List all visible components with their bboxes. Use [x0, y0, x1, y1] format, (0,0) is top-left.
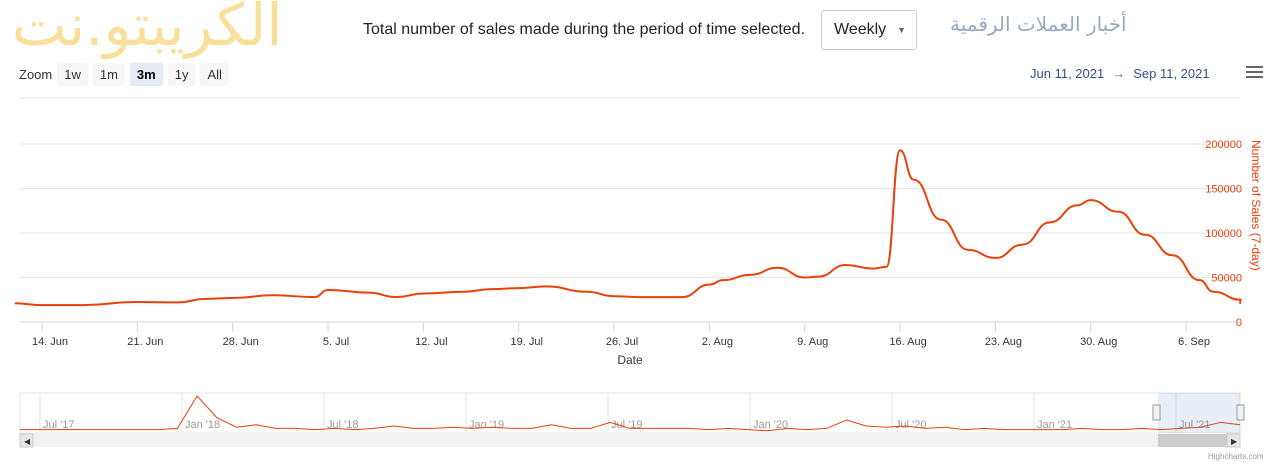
x-tick-label: 19. Jul: [510, 336, 542, 348]
highcharts-credit[interactable]: Highcharts.com: [1208, 452, 1264, 461]
x-tick-label: 30. Aug: [1080, 336, 1117, 348]
right-arrow-icon: ▶: [1231, 437, 1238, 446]
zoom-3m-button[interactable]: 3m: [129, 63, 163, 86]
y-axis-title: Number of Sales (7-day): [1249, 140, 1263, 271]
y-tick-label: 50000: [1211, 273, 1242, 285]
x-tick-label: 6. Sep: [1178, 336, 1210, 348]
scrollbar-thumb[interactable]: [1158, 434, 1228, 447]
period-select[interactable]: Weekly ▼: [821, 10, 918, 50]
x-axis-title: Date: [617, 353, 643, 367]
watermark-logo: الكريبتو.نت: [12, 0, 283, 59]
navigator-x-label: Jul '17: [43, 419, 74, 431]
navigator-handle-left[interactable]: [1152, 404, 1161, 421]
x-tick-label: 14. Jun: [32, 336, 68, 348]
navigator-x-label: Jan '21: [1037, 419, 1072, 431]
x-tick-label: 2. Aug: [702, 336, 733, 348]
watermark-tagline: أخبار العملات الرقمية: [950, 12, 1127, 36]
x-tick-label: 28. Jun: [223, 336, 259, 348]
hamburger-menu-icon[interactable]: [1246, 66, 1263, 81]
navigator-x-label: Jan '20: [753, 419, 788, 431]
x-tick-label: 26. Jul: [606, 336, 638, 348]
navigator-x-label: Jan '18: [185, 419, 220, 431]
chart-description: Total number of sales made during the pe…: [362, 21, 806, 38]
navigator[interactable]: Jul '17 Jan '18 Jul '18 Jan '19 Jul '19 Jan '…: [19, 392, 1245, 448]
y-tick-label: 200000: [1205, 139, 1242, 151]
navigator-x-label: Jul '20: [895, 419, 926, 431]
navigator-x-label: Jul '21: [1179, 419, 1210, 431]
x-tick-label: 21. Jun: [127, 336, 163, 348]
sales-line: [14, 149, 1242, 307]
range-from[interactable]: Jun 11, 2021: [1030, 66, 1105, 81]
navigator-line: [20, 395, 1241, 432]
x-tick-label: 5. Jul: [323, 336, 349, 348]
y-tick-label: 100000: [1205, 228, 1242, 240]
scrollbar-left-arrow[interactable]: [19, 433, 34, 448]
navigator-handle-right[interactable]: [1236, 404, 1245, 421]
zoom-all-button[interactable]: All: [200, 63, 229, 86]
range-to[interactable]: Sep 11, 2021: [1133, 66, 1210, 81]
period-select-value: Weekly: [834, 21, 887, 38]
header: Total number of sales made during the pe…: [0, 10, 1280, 50]
navigator-selection[interactable]: [1158, 393, 1240, 433]
x-tick-label: 9. Aug: [797, 336, 828, 348]
navigator-x-label: Jul '19: [611, 419, 642, 431]
x-tick-label: 23. Aug: [985, 336, 1022, 348]
range-arrow: →: [1112, 66, 1126, 81]
zoom-1y-button[interactable]: 1y: [167, 63, 196, 86]
scrollbar-right-arrow[interactable]: [1226, 433, 1241, 448]
zoom-1m-button[interactable]: 1m: [92, 63, 125, 86]
navigator-x-label: Jul '18: [327, 419, 358, 431]
y-tick-label: 0: [1236, 317, 1242, 329]
left-arrow-icon: ◀: [24, 437, 31, 446]
caret-down-icon: ▼: [897, 25, 907, 35]
y-tick-label: 150000: [1205, 184, 1242, 196]
navigator-x-label: Jan '19: [469, 419, 504, 431]
x-tick-label: 12. Jul: [415, 336, 447, 348]
x-tick-label: 16. Aug: [889, 336, 926, 348]
range-selector: Zoom 1w 1m 3m 1y All: [19, 63, 229, 86]
scrollbar-track[interactable]: [20, 434, 1240, 447]
zoom-label: Zoom: [19, 67, 53, 82]
date-range: Jun 11, 2021 → Sep 11, 2021: [1030, 66, 1210, 81]
zoom-1w-button[interactable]: 1w: [57, 63, 88, 86]
